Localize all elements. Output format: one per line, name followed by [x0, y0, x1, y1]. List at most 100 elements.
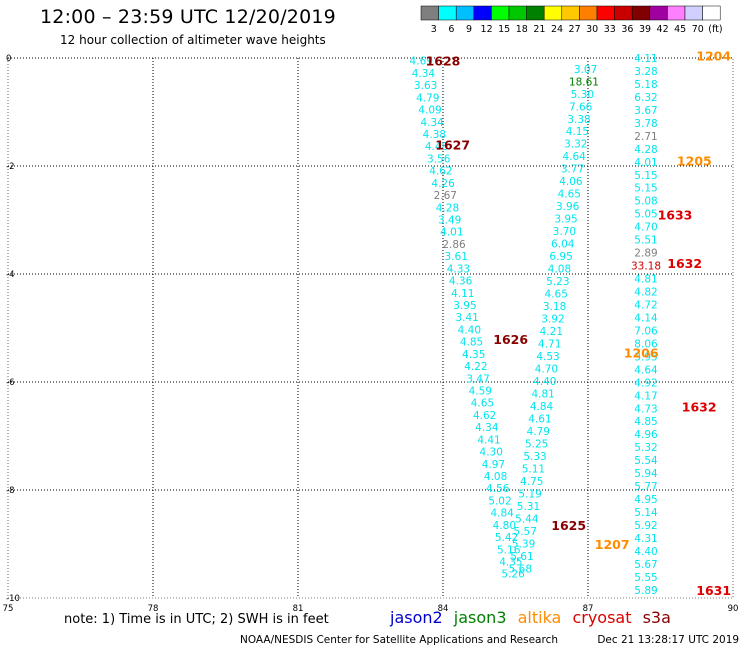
- colorbar-label: 18: [516, 24, 528, 35]
- map-plot: 75 78 81 84 87 900-2-4-6-8-104.694.343.634.79…: [3, 48, 739, 614]
- pass-id-label: 1625: [551, 518, 586, 533]
- colorbar-label: 36: [621, 24, 633, 35]
- swh-value-label: 4.75: [520, 476, 543, 488]
- swh-value-label: 5.89: [634, 585, 657, 597]
- swh-value-label: 3.78: [634, 118, 657, 130]
- swh-value-label: 5.33: [523, 451, 546, 463]
- swh-value-label: 5.61: [510, 551, 533, 563]
- pass-id-label: 1626: [493, 332, 528, 347]
- swh-value-label: 4.14: [634, 312, 658, 324]
- swh-value-label: 4.80: [493, 520, 516, 532]
- swh-value-label: 5.77: [634, 481, 657, 493]
- swh-value-label: 6.95: [549, 251, 572, 263]
- swh-value-label: 4.64: [634, 364, 658, 376]
- colorbar-label: 42: [657, 24, 669, 35]
- swh-value-label: 5.23: [546, 276, 569, 288]
- swh-value-label: 4.69: [410, 56, 433, 68]
- swh-value-label: 5.14: [634, 507, 658, 519]
- colorbar-label: 6: [448, 24, 454, 35]
- pass-id-label: 1627: [435, 137, 470, 152]
- x-tick-label: 81: [293, 604, 304, 614]
- swh-value-label: 5.51: [634, 235, 657, 247]
- colorbar-label: 39: [639, 24, 651, 35]
- swh-value-label: 4.40: [533, 376, 556, 388]
- swh-value-label: 3.63: [414, 80, 437, 92]
- swh-value-label: 4.48: [425, 141, 448, 153]
- swh-value-label: 4.72: [634, 299, 657, 311]
- swh-value-label: 3.77: [561, 164, 584, 176]
- swh-value-label: 3.67: [634, 105, 657, 117]
- swh-value-label: 4.31: [634, 533, 657, 545]
- swh-value-label: 4.73: [634, 403, 657, 415]
- swh-value-label: 4.22: [464, 361, 487, 373]
- swh-value-label: 5.32: [634, 442, 657, 454]
- swh-value-label: 4.62: [473, 410, 496, 422]
- swh-value-label: 5.68: [509, 563, 532, 575]
- swh-value-label: 7.66: [569, 101, 593, 113]
- swh-value-label: 4.21: [540, 326, 563, 338]
- swh-value-label: 5.15: [634, 170, 657, 182]
- pass-id-label: 1632: [682, 399, 717, 414]
- swh-value-label: 3.95: [634, 351, 657, 363]
- swh-value-label: 3.96: [556, 201, 580, 213]
- plot-frame: [7, 57, 734, 599]
- swh-value-label: 5.54: [634, 455, 658, 467]
- colorbar-label: 27: [569, 24, 581, 35]
- swh-value-label: 3.18: [543, 301, 566, 313]
- swh-value-label: 4.41: [477, 434, 500, 446]
- swh-value-label: 4.06: [559, 176, 583, 188]
- swh-value-label: 3.49: [438, 214, 461, 226]
- swh-value-label: 4.65: [545, 289, 568, 301]
- satellite-jason2: jason2: [390, 608, 443, 627]
- swh-value-label: 5.30: [571, 89, 594, 101]
- swh-value-label: 4.09: [418, 105, 441, 117]
- swh-value-label: 4.35: [499, 556, 522, 568]
- pass-id-label: 1628: [426, 54, 461, 69]
- swh-value-label: 4.33: [447, 263, 470, 275]
- colorbar-label: 12: [481, 24, 493, 35]
- swh-value-label: 4.26: [431, 178, 455, 190]
- satellite-jason3: jason3: [453, 608, 507, 627]
- pass-id-label: 1204: [696, 48, 731, 63]
- x-tick-label: 87: [583, 604, 594, 614]
- colorbar-label: 15: [498, 24, 510, 35]
- pass-id-label: 1207: [595, 537, 630, 552]
- swh-value-label: 4.36: [449, 276, 473, 288]
- swh-value-label: 5.92: [634, 520, 657, 532]
- swh-value-label: 4.01: [440, 227, 463, 239]
- swh-value-label: 4.53: [536, 351, 559, 363]
- colorbar-label: 3: [431, 24, 437, 35]
- swh-value-label: 4.97: [482, 459, 505, 471]
- swh-value-label: 4.95: [634, 494, 657, 506]
- swh-value-label: 3.70: [553, 226, 576, 238]
- swh-value-label: 4.28: [436, 202, 459, 214]
- footnote: note: 1) Time is in UTC; 2) SWH is in fe…: [64, 612, 329, 627]
- swh-value-label: 3.47: [466, 373, 489, 385]
- swh-value-label: 4.40: [458, 324, 481, 336]
- swh-value-label: 3.28: [634, 66, 657, 78]
- swh-value-label: 4.84: [530, 401, 554, 413]
- swh-value-label: 6.32: [634, 92, 657, 104]
- colorbar-label: 9: [466, 24, 472, 35]
- colorbar-label: (ft): [708, 24, 722, 35]
- swh-value-label: 3.41: [455, 312, 478, 324]
- swh-value-label: 4.79: [527, 426, 550, 438]
- pass-id-label: 1633: [658, 208, 693, 223]
- swh-value-label: 5.94: [634, 468, 658, 480]
- x-tick-label: 78: [148, 604, 159, 614]
- swh-value-label: 5.05: [634, 209, 657, 221]
- colorbar-label: 21: [533, 24, 545, 35]
- swh-value-label: 5.16: [497, 544, 521, 556]
- swh-value-label: 4.65: [558, 189, 581, 201]
- x-tick-label: 90: [728, 604, 739, 614]
- swh-value-label: 4.59: [469, 385, 492, 397]
- swh-value-label: 5.25: [525, 438, 548, 450]
- swh-value-label: 5.11: [522, 463, 545, 475]
- y-tick-label: -8: [6, 486, 14, 496]
- swh-value-label: 5.19: [518, 488, 541, 500]
- footer-timestamp: Dec 21 13:28:17 UTC 2019: [597, 634, 740, 646]
- swh-value-label: 8.06: [634, 338, 658, 350]
- swh-value-label: 5.42: [495, 532, 518, 544]
- swh-value-label: 4.34: [475, 422, 499, 434]
- y-tick-label: -2: [6, 162, 14, 172]
